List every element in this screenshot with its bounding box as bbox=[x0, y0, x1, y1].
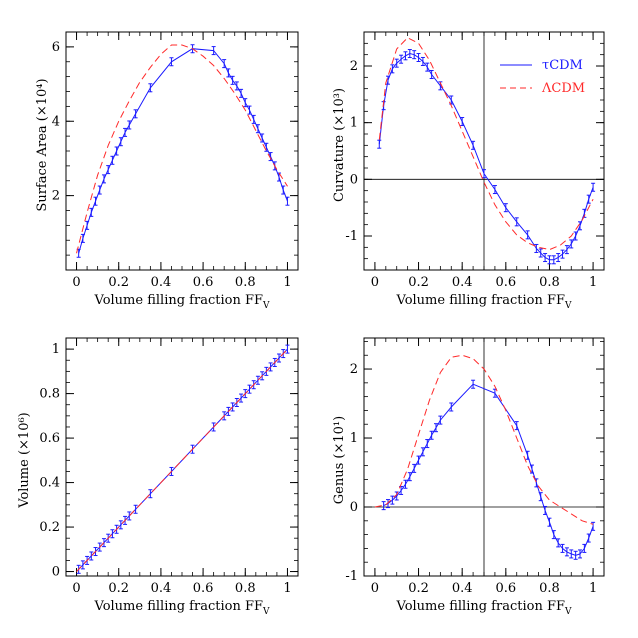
panel-curvature-series-lambda bbox=[378, 37, 594, 251]
panel-volume-ytick-label: 0.8 bbox=[39, 387, 60, 402]
legend-label-lambda: ΛCDM bbox=[541, 81, 585, 96]
panel-curvature-xlabel: Volume filling fraction FFV bbox=[396, 293, 573, 311]
panel-volume-xtick-label: 0.4 bbox=[151, 581, 172, 596]
panel-volume-ytick-label: 1 bbox=[52, 342, 60, 357]
panel-volume-ylabel: Volume (×10⁶) bbox=[17, 412, 32, 509]
panel-curvature-xtick-label: 0.4 bbox=[452, 275, 473, 290]
panel-surface-area-xtick-label: 0 bbox=[72, 275, 80, 290]
panel-volume-frame bbox=[65, 337, 299, 577]
panel-surface-area-ytick-label: 2 bbox=[52, 189, 60, 204]
panel-volume-series-lambda bbox=[76, 348, 288, 572]
panel-volume-xtick-label: 0.6 bbox=[193, 581, 214, 596]
panel-volume: Volume (×10⁶) Volume filling fraction FF… bbox=[17, 337, 299, 617]
legend-label-tau: τCDM bbox=[542, 58, 583, 73]
panel-curvature-ytick-label: 1 bbox=[350, 116, 358, 131]
panel-genus-ytick-label: -1 bbox=[345, 569, 358, 584]
panel-genus-xtick-label: 0.4 bbox=[452, 581, 473, 596]
panel-surface-area-series-tau bbox=[78, 48, 288, 254]
panel-genus-xtick-label: 0.8 bbox=[539, 581, 560, 596]
panel-surface-area-xtick-label: 0.6 bbox=[193, 275, 214, 290]
panel-surface-area-xtick-label: 0.2 bbox=[108, 275, 129, 290]
panel-genus-series-tau bbox=[383, 383, 594, 556]
panel-curvature-xtick-label: 0.6 bbox=[495, 275, 516, 290]
panel-genus-xtick-label: 0 bbox=[371, 581, 379, 596]
panel-curvature-xtick-label: 1 bbox=[589, 275, 597, 290]
panel-surface-area-ylabel: Surface Area (×10⁴) bbox=[35, 78, 50, 211]
panel-volume-ytick-label: 0.6 bbox=[39, 431, 60, 446]
panel-surface-area-ytick-label: 4 bbox=[52, 114, 60, 129]
panel-genus-xtick-label: 0.6 bbox=[495, 581, 516, 596]
panel-genus-ytick-label: 2 bbox=[350, 362, 358, 377]
panel-genus-ytick-label: 0 bbox=[350, 500, 358, 515]
panel-genus-series-lambda bbox=[374, 354, 594, 525]
panel-curvature-series-tau bbox=[378, 52, 594, 261]
panel-surface-area-series-lambda bbox=[76, 44, 288, 254]
panel-surface-area-xlabel: Volume filling fraction FFV bbox=[94, 293, 271, 311]
panel-volume-ytick-label: 0.4 bbox=[39, 476, 60, 491]
panel-volume-xlabel: Volume filling fraction FFV bbox=[94, 599, 271, 617]
panel-surface-area-frame bbox=[65, 31, 299, 271]
panel-genus-xtick-label: 0.2 bbox=[408, 581, 429, 596]
panel-surface-area: Surface Area (×10⁴) Volume filling fract… bbox=[35, 31, 299, 311]
panel-curvature-ylabel: Curvature (×10³) bbox=[332, 88, 347, 202]
panel-genus-xtick-label: 1 bbox=[589, 581, 597, 596]
panel-curvature-ytick-label: -1 bbox=[345, 229, 358, 244]
panel-volume-ytick-label: 0.2 bbox=[39, 520, 60, 535]
legend: τCDM ΛCDM bbox=[500, 58, 585, 96]
panel-volume-ytick-label: 0 bbox=[52, 565, 60, 580]
panel-curvature-ytick-label: 2 bbox=[350, 59, 358, 74]
panel-curvature-xtick-label: 0.2 bbox=[408, 275, 429, 290]
panel-genus-ytick-label: 1 bbox=[350, 431, 358, 446]
panel-surface-area-xtick-label: 0.8 bbox=[235, 275, 256, 290]
panel-curvature-ytick-label: 0 bbox=[350, 172, 358, 187]
panel-surface-area-xtick-label: 1 bbox=[283, 275, 291, 290]
panel-volume-xtick-label: 1 bbox=[283, 581, 291, 596]
panel-curvature-xtick-label: 0 bbox=[371, 275, 379, 290]
panel-surface-area-ytick-label: 6 bbox=[52, 40, 60, 55]
panel-surface-area-xtick-label: 0.4 bbox=[151, 275, 172, 290]
panel-genus-ylabel: Genus (×10¹) bbox=[332, 416, 347, 504]
panel-genus-xlabel: Volume filling fraction FFV bbox=[396, 599, 573, 617]
panel-curvature-xtick-label: 0.8 bbox=[539, 275, 560, 290]
panel-curvature: Curvature (×10³) Volume filling fraction… bbox=[332, 31, 605, 311]
panel-volume-xtick-label: 0 bbox=[72, 581, 80, 596]
panel-genus: Genus (×10¹) Volume filling fraction FFV… bbox=[332, 337, 605, 617]
panel-volume-xtick-label: 0.8 bbox=[235, 581, 256, 596]
panel-volume-xtick-label: 0.2 bbox=[108, 581, 129, 596]
